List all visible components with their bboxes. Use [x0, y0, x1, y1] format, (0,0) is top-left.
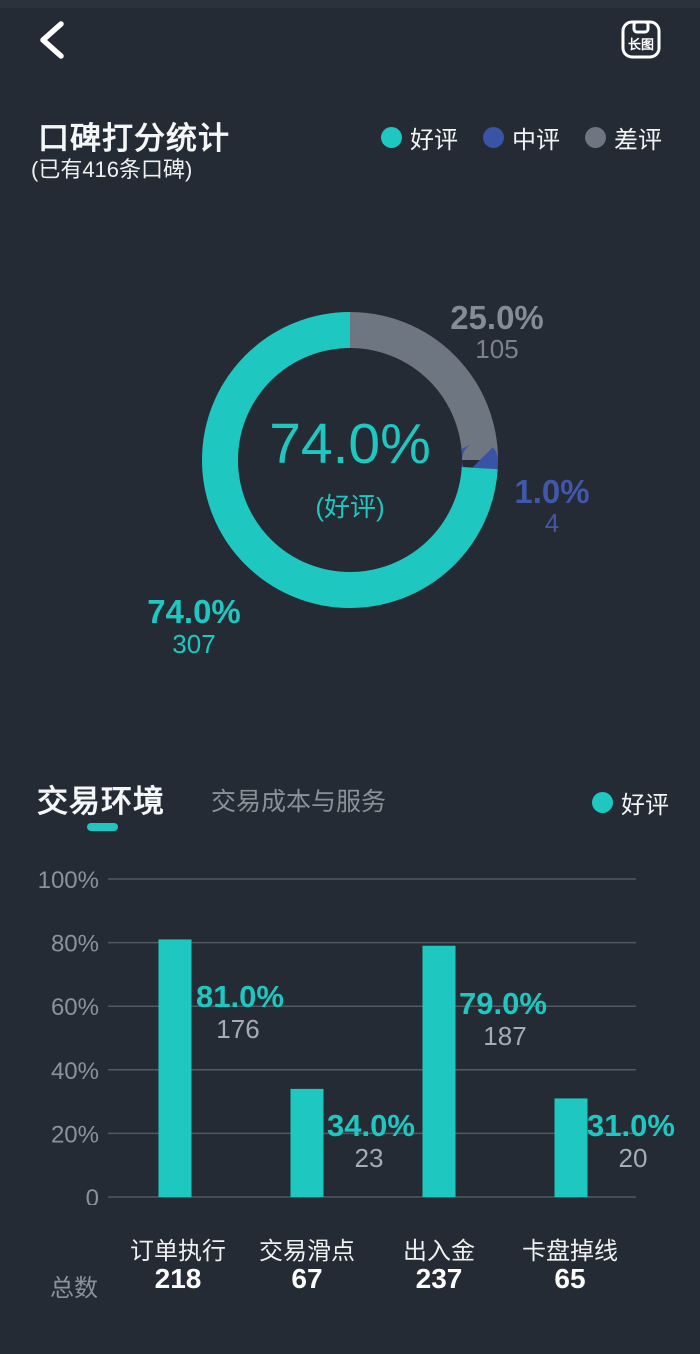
bar-chart: 100% 80% 60% 40% 20% 0: [38, 867, 636, 1205]
donut-legend: 好评 中评 差评: [381, 120, 662, 155]
svg-text:80%: 80%: [51, 931, 99, 958]
donut-label-bad-percent: 25.0%: [450, 299, 544, 336]
donut-label-bad-count: 105: [475, 334, 519, 364]
svg-text:60%: 60%: [51, 994, 99, 1021]
legend-label: 差评: [614, 127, 662, 154]
svg-text:20%: 20%: [51, 1121, 99, 1148]
svg-text:长图: 长图: [628, 37, 654, 52]
legend-item-bad[interactable]: 差评: [585, 120, 662, 155]
donut-label-good-count: 307: [172, 629, 216, 659]
long-image-button[interactable]: 长图: [620, 18, 662, 60]
donut-label-mid-percent: 1.0%: [514, 473, 590, 510]
bar-value-label: 79.0%: [459, 986, 547, 1021]
back-button[interactable]: [34, 18, 74, 62]
bar-出入金[interactable]: [422, 945, 456, 1197]
save-long-image-icon: 长图: [621, 20, 661, 59]
bar-section-title: 交易环境: [37, 784, 165, 819]
bar-total-value: 67: [291, 1263, 323, 1294]
bar-count-label: 23: [354, 1143, 384, 1173]
good-rating-dot-icon: [381, 127, 402, 148]
good-rating-dot-icon: [592, 792, 613, 813]
donut-chart: [202, 312, 498, 608]
donut-segment-mid[interactable]: [202, 312, 498, 608]
legend-label: 好评: [410, 127, 458, 154]
donut-label-good-percent: 74.0%: [147, 593, 241, 630]
bar-value-label: 34.0%: [327, 1108, 415, 1143]
bad-rating-dot-icon: [585, 127, 606, 148]
legend-label: 中评: [512, 127, 560, 154]
donut-center-value: 74.0%: [269, 412, 431, 476]
bar-legend: 好评: [592, 785, 669, 820]
legend-item-good[interactable]: 好评: [592, 785, 669, 820]
bar-卡盘掉线[interactable]: [554, 1098, 588, 1197]
bar-category-label: 交易滑点: [259, 1238, 355, 1265]
svg-text:0: 0: [86, 1185, 99, 1205]
bar-count-label: 176: [216, 1014, 260, 1044]
bar-category-label: 订单执行: [130, 1238, 226, 1265]
bar-category-label: 卡盘掉线: [522, 1238, 618, 1265]
donut-segment-good[interactable]: [202, 312, 498, 608]
bar-total-value: 65: [554, 1263, 586, 1294]
legend-label: 好评: [621, 792, 669, 819]
bar-category-label: 出入金: [403, 1238, 475, 1265]
page-title: 口碑打分统计: [38, 121, 230, 156]
title-underline: [87, 823, 118, 831]
donut-label-mid-count: 4: [544, 508, 560, 538]
svg-text:40%: 40%: [51, 1058, 99, 1085]
totals-row-label: 总数: [50, 1275, 98, 1302]
svg-text:100%: 100%: [38, 867, 99, 894]
chevron-left-icon: [40, 21, 64, 59]
bar-count-label: 187: [483, 1021, 527, 1051]
mid-rating-dot-icon: [483, 127, 504, 148]
review-count-subtitle: (已有416条口碑): [31, 157, 193, 182]
bar-total-value: 237: [415, 1263, 463, 1294]
bar-value-label: 31.0%: [587, 1108, 675, 1143]
bar-交易滑点[interactable]: [290, 1088, 324, 1197]
bar-订单执行[interactable]: [158, 939, 192, 1197]
donut-center-label: (好评): [315, 492, 385, 522]
legend-item-good[interactable]: 好评: [381, 120, 458, 155]
bar-total-value: 218: [154, 1263, 202, 1294]
legend-item-mid[interactable]: 中评: [483, 120, 560, 155]
bar-count-label: 20: [618, 1143, 648, 1173]
bar-value-label: 81.0%: [196, 979, 284, 1014]
bar-section-subtitle: 交易成本与服务: [211, 788, 387, 816]
status-bar: [0, 0, 700, 8]
